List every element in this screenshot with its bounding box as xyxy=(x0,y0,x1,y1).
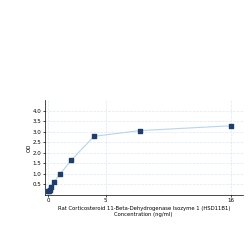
Point xyxy=(48,188,52,192)
Point xyxy=(46,189,50,193)
Point xyxy=(92,134,96,138)
Point xyxy=(138,128,142,132)
Y-axis label: OD: OD xyxy=(26,143,32,152)
Point xyxy=(47,188,51,192)
Point xyxy=(52,180,56,184)
Point xyxy=(49,185,53,189)
Point xyxy=(58,172,62,176)
X-axis label: Rat Corticosteroid 11-Beta-Dehydrogenase Isozyme 1 (HSD11B1)
Concentration (ng/m: Rat Corticosteroid 11-Beta-Dehydrogenase… xyxy=(58,206,230,217)
Point xyxy=(69,158,73,162)
Point xyxy=(229,124,233,128)
